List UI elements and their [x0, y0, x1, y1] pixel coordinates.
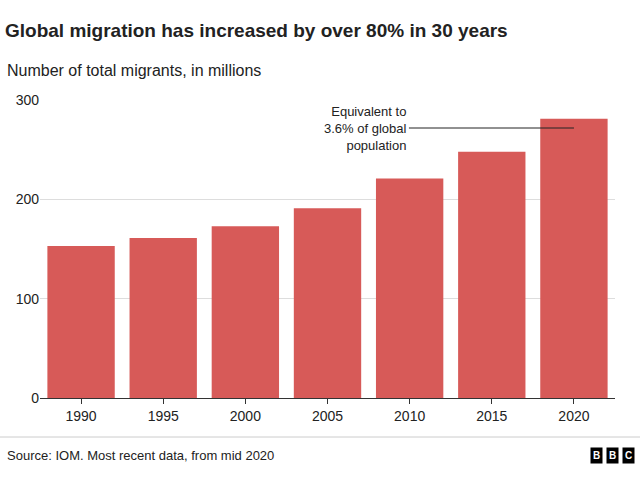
svg-text:Source: IOM. Most recent data,: Source: IOM. Most recent data, from mid …: [7, 448, 274, 463]
svg-text:0: 0: [31, 390, 39, 406]
svg-text:Equivalent to3.6% of globalpop: Equivalent to3.6% of globalpopulation: [324, 104, 407, 153]
svg-text:1995: 1995: [148, 408, 179, 424]
svg-text:Number of total migrants, in m: Number of total migrants, in millions: [7, 62, 261, 79]
svg-text:2020: 2020: [558, 408, 589, 424]
svg-text:300: 300: [16, 92, 40, 108]
svg-text:200: 200: [16, 191, 40, 207]
svg-text:2010: 2010: [394, 408, 425, 424]
svg-text:Global migration has increased: Global migration has increased by over 8…: [5, 20, 508, 41]
svg-text:2015: 2015: [476, 408, 507, 424]
svg-text:2000: 2000: [230, 408, 261, 424]
svg-text:B: B: [609, 450, 616, 461]
svg-text:B: B: [593, 450, 600, 461]
svg-text:1990: 1990: [65, 408, 96, 424]
svg-text:2005: 2005: [312, 408, 343, 424]
svg-text:100: 100: [16, 291, 40, 307]
svg-text:C: C: [625, 450, 632, 461]
